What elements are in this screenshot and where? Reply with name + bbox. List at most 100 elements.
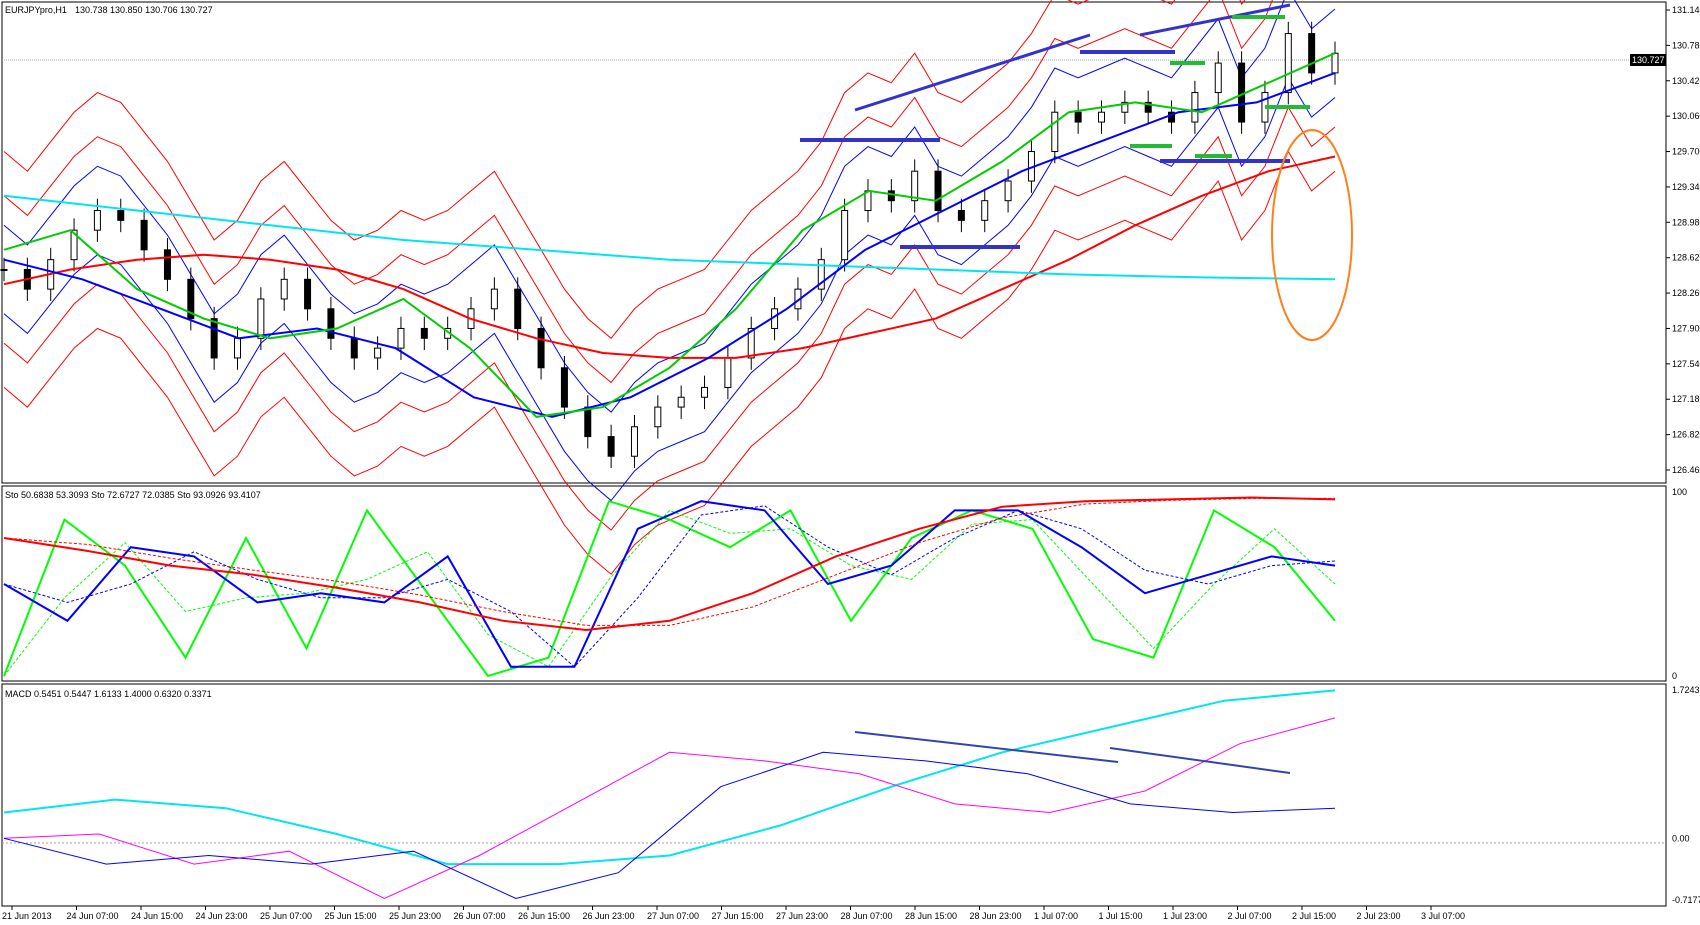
macd-line-0 xyxy=(3,689,1336,866)
time-axis: 21 Jun 2013 24 Jun 07:00 24 Jun 15:00 24 Ju… xyxy=(2,906,1465,921)
time-tick-label: 1 Jul 23:00 xyxy=(1163,911,1207,921)
candle-body xyxy=(210,318,218,359)
stochastic-main-2 xyxy=(3,496,1336,632)
stochastic-signal-2 xyxy=(3,497,1335,626)
time-tick-label: 26 Jun 15:00 xyxy=(518,911,570,921)
time-tick-label: 26 Jun 23:00 xyxy=(583,911,635,921)
candle-body xyxy=(1074,111,1082,123)
candle-body xyxy=(1284,33,1292,94)
stochastic-main-0 xyxy=(3,499,1336,678)
macd-pane[interactable] xyxy=(1,683,1667,907)
time-tick-label: 2 Jul 23:00 xyxy=(1357,911,1401,921)
time-tick-label: 21 Jun 2013 xyxy=(2,911,52,921)
candle-body xyxy=(117,210,125,221)
lower-envelope-1 xyxy=(3,106,1336,531)
stochastic-signal-0 xyxy=(3,509,1336,677)
price-tick-label: 127.900 xyxy=(1672,323,1700,333)
candle-body xyxy=(724,357,732,388)
time-tick-label: 24 Jun 23:00 xyxy=(196,911,248,921)
stochastic-pane[interactable] xyxy=(1,485,1667,682)
candlesticks xyxy=(0,21,1339,469)
candle-body xyxy=(934,170,942,212)
current-price-marker xyxy=(1630,54,1666,66)
time-tick-label: 28 Jun 07:00 xyxy=(841,911,893,921)
candle-body xyxy=(630,426,638,457)
stochastic-axis: 100 0 xyxy=(1672,487,1687,681)
price-tick-label: 127.540 xyxy=(1672,359,1700,369)
price-pane[interactable] xyxy=(1,1,1667,484)
macd-tick-label: 1.7243 xyxy=(1672,685,1700,695)
candle-body xyxy=(350,337,358,359)
ma-line-0 xyxy=(3,155,1336,359)
candle-body xyxy=(1144,101,1152,113)
price-tick-label: 126.820 xyxy=(1672,430,1700,440)
candle-body xyxy=(584,406,592,438)
time-tick-label: 28 Jun 15:00 xyxy=(905,911,957,921)
candle-body xyxy=(1004,180,1012,202)
candle-body xyxy=(677,396,685,408)
price-tick-label: 128.260 xyxy=(1672,288,1700,298)
candle-body xyxy=(981,200,989,221)
time-tick-label: 27 Jun 15:00 xyxy=(712,911,764,921)
ohlc-label: 130.738 130.850 130.706 130.727 xyxy=(75,5,213,15)
time-tick-label: 2 Jul 07:00 xyxy=(1228,911,1272,921)
candle-body xyxy=(654,406,662,428)
candle-body xyxy=(304,278,312,310)
candle-body xyxy=(1214,62,1222,94)
candle-body xyxy=(1191,92,1199,123)
candle-body xyxy=(70,229,78,261)
macd-label: MACD 0.5451 0.5447 1.6133 1.4000 0.6320 … xyxy=(5,689,212,699)
price-tick-label: 130.780 xyxy=(1672,40,1700,50)
candle-body xyxy=(911,170,919,202)
stochastic-label: Sto 50.6838 53.3093 Sto 72.6727 72.0385 … xyxy=(5,490,261,500)
price-tick-label: 128.980 xyxy=(1672,217,1700,227)
trend-line-1 xyxy=(854,33,1091,112)
macd-line-2 xyxy=(3,751,1336,900)
candle-body xyxy=(1121,101,1129,113)
time-tick-label: 25 Jun 15:00 xyxy=(325,911,377,921)
candle-body xyxy=(957,210,965,221)
price-tick-label: 128.620 xyxy=(1672,253,1700,263)
moving-averages xyxy=(3,52,1336,418)
ma-line-1 xyxy=(3,194,1336,281)
candle-body xyxy=(0,268,8,271)
time-tick-label: 27 Jun 23:00 xyxy=(776,911,828,921)
macd-lines xyxy=(3,689,1336,900)
stochastic-main-1 xyxy=(3,500,1336,668)
time-tick-label: 24 Jun 07:00 xyxy=(67,911,119,921)
candle-body xyxy=(257,298,265,339)
stochastic-tick-label: 100 xyxy=(1672,487,1687,497)
candle-body xyxy=(841,210,849,261)
candle-body xyxy=(93,210,101,231)
price-tick-label: 126.460 xyxy=(1672,465,1700,475)
price-axis: 131.140 130.780 130.420 130.060 129.700 129.3… xyxy=(1666,5,1700,475)
candle-body xyxy=(374,347,382,359)
macd-line-1 xyxy=(3,717,1336,900)
candle-body xyxy=(187,278,195,320)
candle-body xyxy=(1051,111,1059,153)
time-tick-label: 25 Jun 07:00 xyxy=(260,911,312,921)
macd-divergence-line-2 xyxy=(1109,747,1291,774)
candle-body xyxy=(747,327,755,359)
time-tick-label: 27 Jun 07:00 xyxy=(647,911,699,921)
time-tick-label: 25 Jun 23:00 xyxy=(389,911,441,921)
candle-body xyxy=(607,436,615,457)
price-tick-label: 127.180 xyxy=(1672,394,1700,404)
ma-line-2 xyxy=(3,71,1336,418)
candle-body xyxy=(887,190,895,202)
candle-body xyxy=(817,259,825,290)
price-tick-label: 130.420 xyxy=(1672,76,1700,86)
price-tick-label: 129.340 xyxy=(1672,182,1700,192)
upper-envelope-0 xyxy=(3,0,1246,340)
highlight-ellipse xyxy=(1271,129,1353,341)
price-tick-label: 130.060 xyxy=(1672,111,1700,121)
candle-body xyxy=(280,278,288,300)
candle-body xyxy=(1097,111,1105,123)
candle-body xyxy=(140,219,148,251)
price-tick-label: 131.140 xyxy=(1672,5,1700,15)
candle-body xyxy=(1308,33,1316,74)
candle-body xyxy=(1238,62,1246,123)
symbol-label: EURJPYpro,H1 xyxy=(5,5,67,15)
